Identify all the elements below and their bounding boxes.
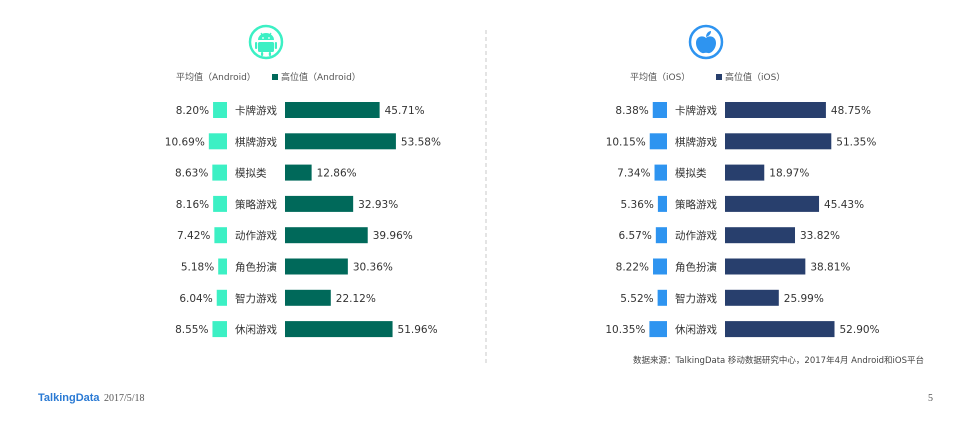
ios-high-bar xyxy=(725,195,820,212)
brand-logo: TalkingData xyxy=(38,392,100,404)
android-category-label: 动作游戏 xyxy=(235,229,277,242)
ios-high-bar xyxy=(725,289,779,306)
ios-high-label: 48.75% xyxy=(831,105,871,117)
ios-category-label: 棋牌游戏 xyxy=(675,135,717,148)
android-average-label: 8.16% xyxy=(176,199,209,211)
ios-high-bar xyxy=(725,102,826,118)
ios-legend-high-swatch xyxy=(716,74,722,80)
android-high-label: 32.93% xyxy=(358,199,398,211)
ios-category-label: 卡牌游戏 xyxy=(675,104,717,117)
android-high-label: 30.36% xyxy=(353,262,393,274)
android-category-label: 模拟类 xyxy=(235,167,267,180)
ios-average-label: 8.38% xyxy=(615,105,648,117)
ios-average-label: 5.36% xyxy=(621,199,654,211)
android-category-label: 角色扮演 xyxy=(235,261,277,274)
android-average-label: 7.42% xyxy=(177,230,210,242)
source-note: 数据来源：TalkingData 移动数据研究中心，2017年4月 Androi… xyxy=(633,355,924,366)
android-average-label: 8.55% xyxy=(175,324,208,336)
android-legend-high-swatch xyxy=(272,74,278,80)
android-high-bar xyxy=(285,164,312,181)
ios-average-label: 7.34% xyxy=(617,168,650,180)
ios-high-bar xyxy=(725,133,832,150)
ios-high-label: 33.82% xyxy=(800,230,840,242)
footer-date: 2017/5/18 xyxy=(104,393,145,404)
android-average-bar xyxy=(214,227,227,244)
ios-average-bar xyxy=(653,258,667,275)
android-high-label: 12.86% xyxy=(317,168,357,180)
ios-average-label: 6.57% xyxy=(618,230,651,242)
android-average-label: 8.20% xyxy=(176,105,209,117)
ios-high-label: 51.35% xyxy=(836,136,876,148)
ios-high-bar xyxy=(725,321,835,338)
android-high-label: 39.96% xyxy=(373,230,413,242)
ios-category-label: 动作游戏 xyxy=(675,229,717,242)
android-high-label: 53.58% xyxy=(401,136,441,148)
ios-average-label: 5.52% xyxy=(620,293,653,305)
android-average-label: 5.18% xyxy=(181,262,214,274)
ios-average-bar xyxy=(655,227,667,244)
ios-high-label: 25.99% xyxy=(784,293,824,305)
ios-high-bar xyxy=(725,164,765,181)
android-average-bar xyxy=(213,195,227,212)
android-high-bar xyxy=(285,195,354,212)
ios-category-label: 模拟类 xyxy=(675,167,707,180)
apple-icon xyxy=(688,24,724,60)
android-category-label: 智力游戏 xyxy=(235,292,277,305)
android-average-label: 8.63% xyxy=(175,168,208,180)
ios-average-bar xyxy=(657,289,667,306)
ios-average-label: 10.15% xyxy=(606,136,646,148)
ios-average-label: 8.22% xyxy=(616,262,649,274)
ios-average-bar xyxy=(649,133,667,150)
android-high-bar xyxy=(285,289,331,306)
ios-average-bar xyxy=(654,164,667,181)
android-high-bar xyxy=(285,321,393,338)
android-average-bar xyxy=(213,102,227,118)
ios-category-label: 策略游戏 xyxy=(675,198,717,211)
android-high-bar xyxy=(285,227,368,244)
android-legend-average: 平均值（Android） xyxy=(176,71,256,83)
android-icon xyxy=(248,24,284,60)
android-high-bar xyxy=(285,133,396,150)
ios-high-label: 52.90% xyxy=(840,324,880,336)
android-average-bar xyxy=(216,289,227,306)
ios-legend-high: 高位值（iOS） xyxy=(725,71,785,83)
android-category-label: 休闲游戏 xyxy=(235,323,277,336)
ios-high-label: 38.81% xyxy=(810,262,850,274)
ios-high-bar xyxy=(725,227,796,244)
android-high-bar xyxy=(285,102,380,118)
android-high-label: 45.71% xyxy=(385,105,425,117)
android-category-label: 卡牌游戏 xyxy=(235,104,277,117)
ios-high-label: 45.43% xyxy=(824,199,864,211)
android-legend-high: 高位值（Android） xyxy=(281,71,361,83)
android-average-bar xyxy=(212,164,227,181)
ios-category-label: 休闲游戏 xyxy=(675,323,717,336)
android-high-bar xyxy=(285,258,348,275)
android-average-bar xyxy=(208,133,227,150)
ios-category-label: 角色扮演 xyxy=(675,261,717,274)
ios-average-label: 10.35% xyxy=(605,324,645,336)
android-average-bar xyxy=(218,258,227,275)
android-category-label: 棋牌游戏 xyxy=(235,135,277,148)
ios-average-bar xyxy=(652,102,667,118)
android-category-label: 策略游戏 xyxy=(235,198,277,211)
android-high-label: 51.96% xyxy=(398,324,438,336)
android-average-bar xyxy=(212,321,227,338)
ios-average-bar xyxy=(657,195,667,212)
ios-average-bar xyxy=(649,321,667,338)
android-average-label: 6.04% xyxy=(179,293,212,305)
page-number: 5 xyxy=(928,393,933,404)
android-high-label: 22.12% xyxy=(336,293,376,305)
ios-legend-average: 平均值（iOS） xyxy=(630,71,690,83)
android-average-label: 10.69% xyxy=(165,136,205,148)
ios-category-label: 智力游戏 xyxy=(675,292,717,305)
ios-high-label: 18.97% xyxy=(769,168,809,180)
ios-high-bar xyxy=(725,258,806,275)
